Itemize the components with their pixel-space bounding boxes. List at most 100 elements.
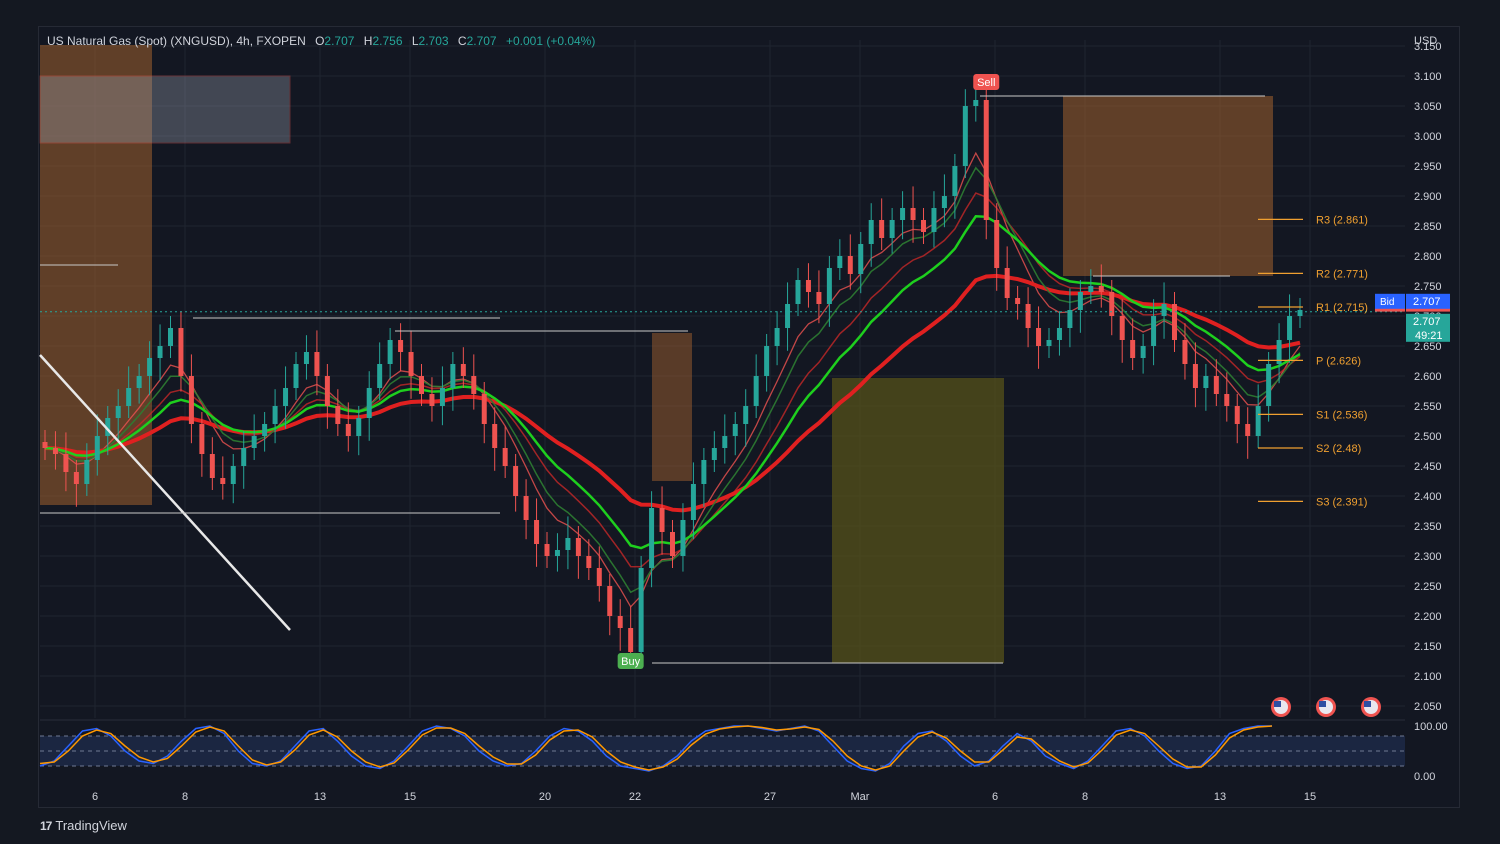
candle-body bbox=[1119, 316, 1125, 340]
candle-body bbox=[554, 550, 560, 556]
candle-body bbox=[1266, 364, 1272, 406]
candle-body bbox=[157, 346, 163, 358]
chart-header: US Natural Gas (Spot) (XNGUSD), 4h, FXOP… bbox=[47, 34, 595, 48]
price-tick-label: 2.900 bbox=[1414, 191, 1442, 203]
trend-line bbox=[39, 354, 291, 631]
close-value: 2.707 bbox=[466, 34, 497, 48]
candle-body bbox=[1287, 316, 1293, 340]
price-tick-label: 2.250 bbox=[1414, 581, 1442, 593]
price-tick-label: 3.150 bbox=[1414, 41, 1442, 53]
low-value: 2.703 bbox=[418, 34, 449, 48]
candle-body bbox=[858, 244, 864, 274]
candle-body bbox=[345, 424, 351, 436]
candle-body bbox=[481, 394, 487, 424]
candle-body bbox=[105, 418, 111, 436]
price-tick-label: 2.450 bbox=[1414, 461, 1442, 473]
candle-body bbox=[753, 376, 759, 406]
signal-badge-buy: Buy bbox=[617, 653, 644, 669]
price-tag-bg bbox=[1406, 293, 1450, 309]
time-tick-label: 20 bbox=[539, 791, 551, 803]
supply-zone bbox=[40, 45, 152, 505]
currency-label: USD bbox=[1414, 35, 1437, 47]
price-tick-label: 2.100 bbox=[1414, 671, 1442, 683]
candle-body bbox=[826, 268, 832, 304]
brand-text: TradingView bbox=[55, 818, 127, 833]
candle-body bbox=[628, 628, 634, 652]
candle-body bbox=[324, 376, 330, 406]
candle-body bbox=[450, 364, 456, 388]
candle-body bbox=[314, 352, 320, 376]
candle-body bbox=[952, 166, 958, 196]
candle-body bbox=[941, 196, 947, 208]
signal-label: Sell bbox=[977, 77, 995, 89]
candle-body bbox=[973, 100, 979, 106]
candle-body bbox=[722, 436, 728, 448]
time-tick-label: 27 bbox=[764, 791, 776, 803]
candle-body bbox=[1297, 310, 1303, 316]
candle-body bbox=[429, 394, 435, 406]
candle-body bbox=[1140, 346, 1146, 358]
candle-body bbox=[168, 328, 173, 346]
tradingview-brand[interactable]: 17 TradingView bbox=[40, 818, 127, 833]
price-tick-label: 3.050 bbox=[1414, 101, 1442, 113]
pivot-label: R2 (2.771) bbox=[1316, 268, 1368, 280]
candle-body bbox=[293, 364, 299, 388]
candle-body bbox=[303, 352, 309, 364]
candle-body bbox=[1025, 304, 1031, 328]
signal-label: Buy bbox=[621, 656, 640, 668]
candle-body bbox=[1151, 316, 1157, 346]
candle-body bbox=[513, 466, 519, 496]
price-tick-label: 2.200 bbox=[1414, 611, 1442, 623]
candle-body bbox=[816, 292, 822, 304]
candle-body bbox=[136, 376, 142, 388]
candle-body bbox=[73, 472, 79, 484]
price-tick-label: 2.050 bbox=[1414, 701, 1442, 713]
candle-body bbox=[910, 208, 916, 220]
signal-badge-bg bbox=[617, 653, 644, 669]
candle-body bbox=[460, 364, 466, 376]
range-box bbox=[39, 75, 291, 144]
pivot-label: S3 (2.391) bbox=[1316, 496, 1367, 508]
candle-body bbox=[283, 388, 289, 406]
candle-body bbox=[534, 520, 540, 544]
candle-body bbox=[774, 328, 780, 346]
candle-body bbox=[900, 208, 906, 220]
candle-body bbox=[471, 376, 477, 394]
candle-body bbox=[94, 436, 100, 460]
pivot-label: S2 (2.48) bbox=[1316, 443, 1361, 455]
candle-body bbox=[1004, 268, 1010, 298]
candle-body bbox=[1161, 304, 1167, 316]
candle-body bbox=[994, 220, 1000, 268]
candle-body bbox=[586, 556, 592, 568]
open-value: 2.707 bbox=[324, 34, 355, 48]
price-tag-value: 2.707 bbox=[1413, 316, 1441, 328]
candle-body bbox=[785, 304, 791, 328]
candle-body bbox=[670, 532, 675, 556]
candle-body bbox=[147, 358, 153, 376]
change-value: +0.001 (+0.04%) bbox=[505, 34, 596, 48]
time-tick-label: 22 bbox=[629, 791, 641, 803]
candle-body bbox=[847, 256, 853, 274]
flag-canton bbox=[1319, 701, 1326, 707]
candle-body bbox=[617, 616, 623, 628]
candle-body bbox=[743, 406, 749, 424]
time-tick-label: 13 bbox=[314, 791, 326, 803]
candle-body bbox=[638, 568, 644, 652]
candle-body bbox=[42, 442, 48, 448]
price-tick-label: 2.400 bbox=[1414, 491, 1442, 503]
supply-zone bbox=[1063, 96, 1273, 276]
candle-body bbox=[1036, 328, 1042, 346]
oscillator-tick-label: 100.00 bbox=[1414, 721, 1448, 733]
candle-body bbox=[1130, 340, 1136, 358]
candle-body bbox=[680, 520, 686, 556]
price-tag-countdown: 49:21 bbox=[1415, 330, 1443, 342]
time-tick-label: 8 bbox=[1082, 791, 1088, 803]
us-flag-icon bbox=[1361, 697, 1381, 717]
price-tick-label: 2.300 bbox=[1414, 551, 1442, 563]
candle-body bbox=[502, 448, 508, 466]
candle-body bbox=[230, 466, 236, 484]
time-tick-label: 15 bbox=[1304, 791, 1316, 803]
candle-body bbox=[1046, 340, 1052, 346]
candle-body bbox=[1056, 328, 1062, 340]
